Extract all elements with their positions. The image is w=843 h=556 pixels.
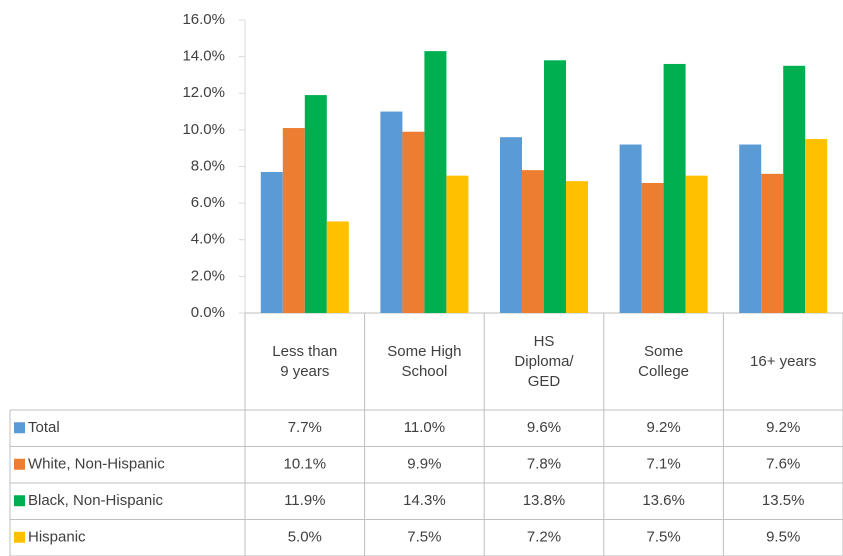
bar [685,175,708,313]
bar [663,63,686,314]
x-tick-label: Some College [638,342,690,380]
table-value: 7.5% [407,529,441,546]
legend-swatch [14,422,25,434]
table-value: 9.6% [527,419,561,436]
legend-label: Total [28,419,60,436]
table-value: 9.5% [766,529,800,546]
table-value: 5.0% [288,529,322,546]
y-tick-label: 0.0% [191,304,225,321]
x-tick-label: Some High School [387,342,462,380]
bar [424,51,447,313]
bar [500,137,522,313]
x-tick-label: HS Diploma/ GED [514,332,574,390]
bar [402,131,425,313]
legend-label: Black, Non-Hispanic [28,492,164,509]
table-value: 13.5% [762,492,805,509]
table-value: 7.7% [288,419,322,436]
bar [805,139,828,313]
table-value: 7.5% [646,529,680,546]
legend-label: White, Non-Hispanic [28,456,165,473]
table-value: 7.6% [766,456,800,473]
bar [783,65,806,313]
table-value: 9.2% [766,419,800,436]
y-tick-label: 12.0% [182,84,225,101]
y-tick-label: 2.0% [191,267,225,284]
table-value: 10.1% [284,456,327,473]
legend-label: Hispanic [28,529,86,546]
y-tick-label: 16.0% [182,11,225,28]
bar [566,181,588,313]
table-value: 9.9% [407,456,441,473]
table-value: 14.3% [403,492,446,509]
table-value: 9.2% [646,419,680,436]
table-value: 7.2% [527,529,561,546]
bar [282,128,305,313]
bar [260,171,283,313]
y-tick-label: 14.0% [182,48,225,65]
table-value: 7.8% [527,456,561,473]
legend-swatch [14,495,25,507]
x-tick-label: 16+ years [750,352,817,370]
bar [446,175,469,313]
bar [522,170,544,313]
y-tick-label: 8.0% [191,157,225,174]
bar [326,221,349,313]
legend-swatch [14,531,25,543]
bar [641,182,664,313]
bar [761,173,784,313]
x-tick-label: Less than 9 years [272,342,338,380]
bar [739,144,762,313]
legend-swatch [14,458,25,470]
y-tick-label: 4.0% [191,231,225,248]
y-tick-label: 6.0% [191,194,225,211]
table-value: 11.9% [284,492,325,509]
bar [619,144,642,313]
table-value: 7.1% [646,456,680,473]
bar [304,95,327,313]
table-value: 13.6% [642,492,685,509]
table-value: 13.8% [523,492,566,509]
table-value: 11.0% [404,419,445,436]
bar [544,60,566,313]
y-tick-label: 10.0% [182,121,225,138]
bar [380,111,403,313]
